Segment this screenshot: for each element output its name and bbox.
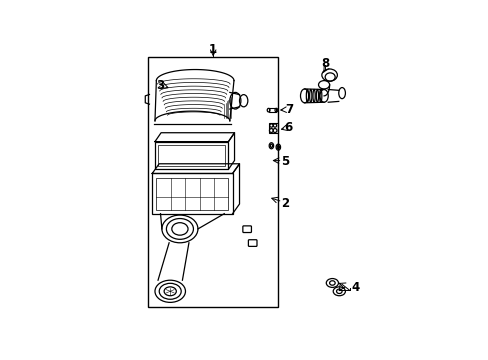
Text: 8: 8 (321, 57, 329, 69)
Text: 6: 6 (284, 121, 292, 134)
Text: 3: 3 (156, 79, 164, 92)
Bar (268, 123, 277, 133)
Text: 7: 7 (284, 103, 292, 116)
Text: 4: 4 (350, 281, 359, 294)
Bar (155, 141, 228, 169)
Text: 1: 1 (209, 43, 217, 56)
Text: 2: 2 (281, 198, 289, 211)
Bar (268, 108, 276, 112)
Bar (158, 145, 224, 166)
Bar (152, 174, 232, 214)
Bar (156, 177, 228, 210)
Bar (148, 57, 278, 307)
Text: 5: 5 (281, 154, 289, 167)
